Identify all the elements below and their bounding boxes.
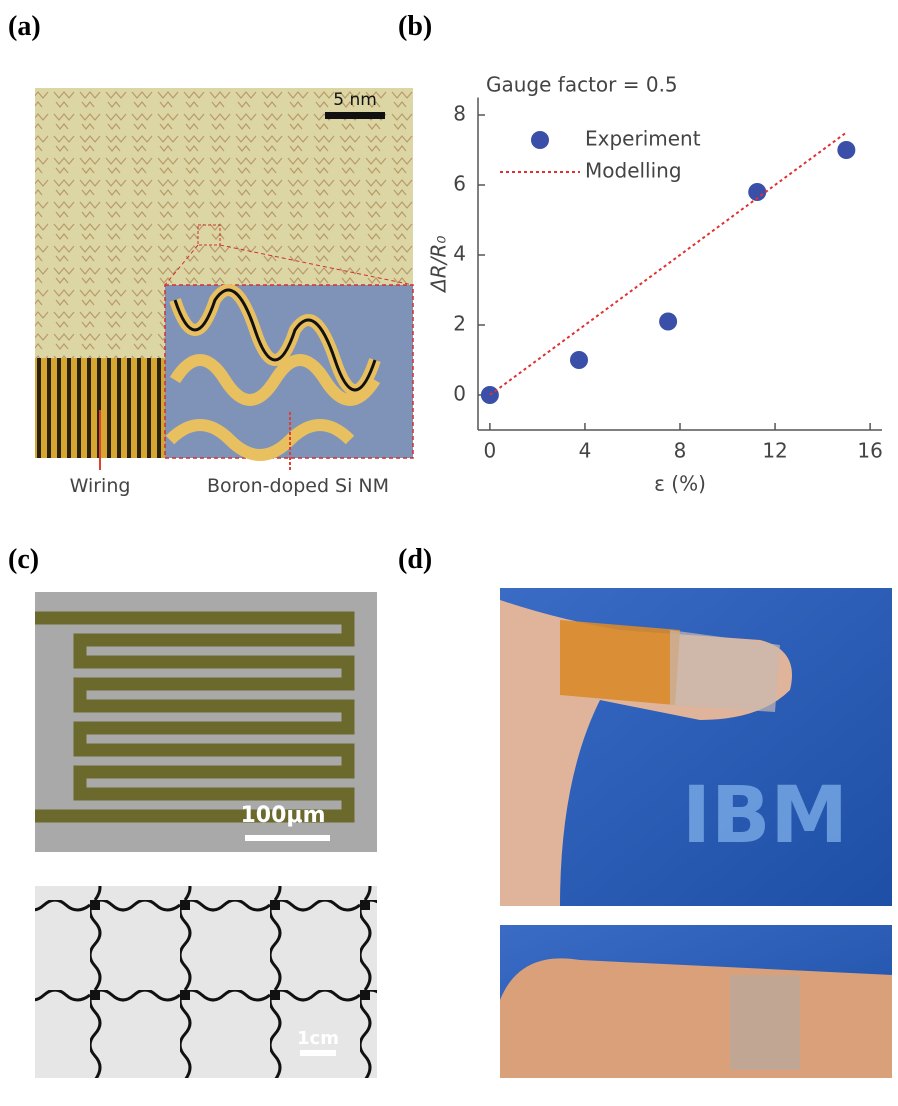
y-tick-label: 6 <box>453 172 466 196</box>
scale-bar-label: 1cm <box>297 1028 339 1049</box>
panel-label: (b) <box>398 11 432 42</box>
chart-title: Gauge factor = 0.5 <box>486 73 678 97</box>
annotation: Wiring <box>70 475 131 497</box>
x-tick-label: 16 <box>857 439 882 463</box>
x-axis-label: ε (%) <box>654 472 706 496</box>
legend-marker <box>531 131 549 149</box>
x-tick-label: 4 <box>579 439 592 463</box>
y-tick-label: 8 <box>453 102 466 126</box>
annotation: Boron-doped Si NM <box>207 475 389 497</box>
scale-bar-label: 100μm <box>240 803 325 828</box>
x-tick-label: 0 <box>484 439 497 463</box>
scale-bar-label: 5 nm <box>333 90 377 110</box>
y-tick-label: 4 <box>453 242 466 266</box>
figure: (a) (b) (c) (d) 5 nm Wiring Boron-doped … <box>0 0 898 1106</box>
data-point <box>659 313 677 331</box>
x-tick-label: 8 <box>674 439 687 463</box>
logo-text: IBM <box>682 771 848 861</box>
y-tick-label: 2 <box>453 312 466 336</box>
micrograph-c <box>35 592 377 1078</box>
x-tick-label: 12 <box>762 439 787 463</box>
panel-label: (c) <box>8 544 39 575</box>
data-point <box>570 351 588 369</box>
data-point <box>837 141 855 159</box>
y-axis-label: ΔR/R₀ <box>427 236 451 294</box>
y-tick-label: 0 <box>453 382 466 406</box>
panel-label: (d) <box>398 544 432 575</box>
micrograph-a <box>35 88 413 470</box>
legend-label: Modelling <box>585 159 682 183</box>
legend-label: Experiment <box>585 127 701 151</box>
panel-label: (a) <box>8 11 41 42</box>
chart: 0 2 4 6 8 0 4 8 12 16 Gauge factor = 0.5 ε (%) ΔR/R₀… <box>427 73 883 496</box>
